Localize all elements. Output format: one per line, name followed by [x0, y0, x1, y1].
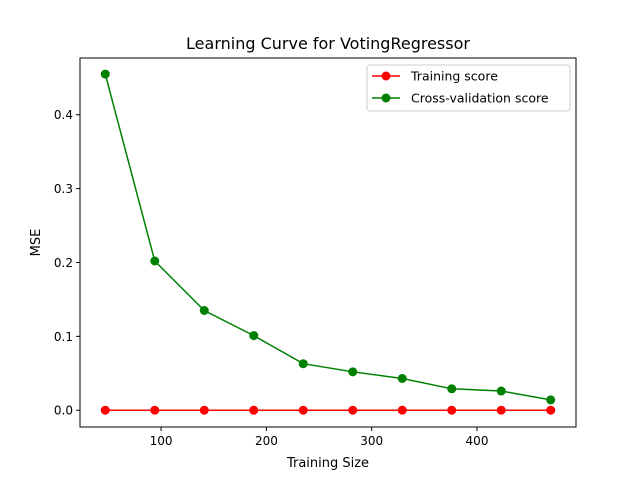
data-point-training [150, 405, 160, 415]
y-tick-label: 0.3 [54, 182, 73, 196]
axes: 100 200 300 400 0.0 0.1 0.2 0.3 0.4 [54, 108, 489, 448]
y-tick-label: 0.1 [54, 330, 73, 344]
data-point-cross-validation [348, 367, 358, 377]
series-layer [100, 69, 556, 415]
x-tick-label: 200 [255, 434, 278, 448]
chart-title: Learning Curve for VotingRegressor [186, 34, 470, 53]
y-tick-label: 0.4 [54, 108, 73, 122]
data-point-cross-validation [397, 373, 407, 383]
data-point-cross-validation [546, 395, 556, 405]
legend-label-cross-validation: Cross-validation score [411, 91, 549, 106]
data-point-training [397, 405, 407, 415]
data-point-training [546, 405, 556, 415]
data-point-cross-validation [447, 384, 457, 394]
x-tick-label: 300 [360, 434, 383, 448]
y-tick-label: 0.0 [54, 404, 73, 418]
data-point-cross-validation [199, 306, 209, 316]
data-point-training [249, 405, 259, 415]
data-point-cross-validation [496, 386, 506, 396]
data-point-training [447, 405, 457, 415]
y-axis-label: MSE [29, 229, 44, 257]
data-point-cross-validation [298, 359, 308, 369]
legend-label-training: Training score [410, 69, 498, 84]
x-tick-label: 400 [466, 434, 489, 448]
legend-box [366, 64, 571, 112]
data-point-cross-validation [150, 256, 160, 266]
data-point-training [199, 405, 209, 415]
data-point-training [298, 405, 308, 415]
x-axis-label: Training Size [286, 456, 369, 471]
data-point-training [496, 405, 506, 415]
legend-marker-training [381, 71, 391, 81]
data-point-cross-validation [100, 69, 110, 79]
legend-marker-cross-validation [381, 93, 391, 103]
data-point-cross-validation [249, 331, 259, 341]
series-line-cross-validation [104, 73, 551, 401]
plot-frame [79, 57, 577, 428]
data-point-training [348, 405, 358, 415]
x-tick-label: 100 [150, 434, 173, 448]
y-tick-label: 0.2 [54, 256, 73, 270]
legend: Training score Cross-validation score [366, 64, 571, 112]
data-point-training [100, 405, 110, 415]
